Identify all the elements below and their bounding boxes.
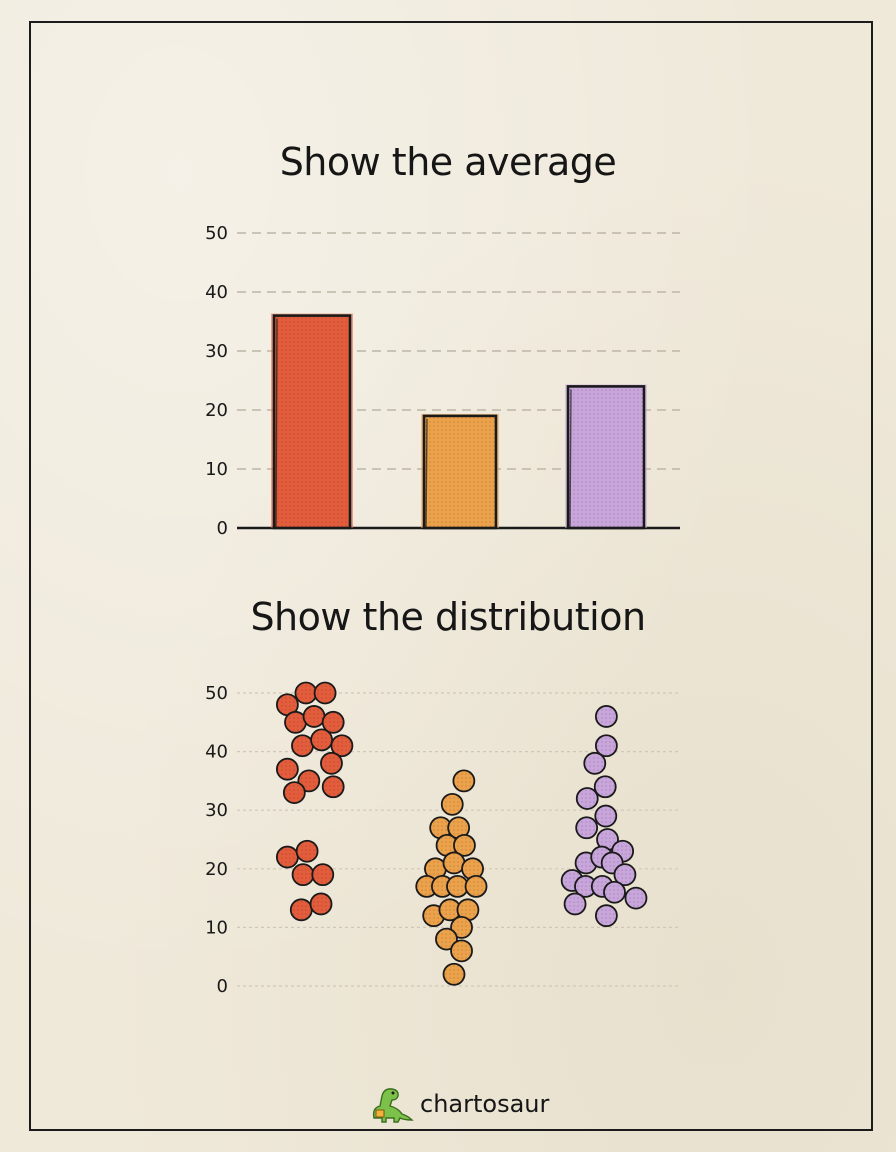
bar-y-tick-label: 0	[217, 518, 228, 539]
dot-point-texture	[323, 777, 343, 797]
bar-chart: 0 10 20 30 40 50	[205, 223, 680, 539]
dot-point-texture	[436, 929, 456, 949]
dot-y-tick-label: 20	[205, 859, 228, 880]
dot-point-texture	[598, 830, 618, 849]
dot-point-texture	[615, 865, 635, 885]
bar-y-tick-label: 40	[205, 282, 228, 303]
dot-point-texture	[417, 876, 437, 896]
dot-point-texture	[321, 753, 341, 773]
dot-point-texture	[449, 818, 469, 838]
bar-chart-title: Show the average	[279, 140, 617, 184]
dinosaur-icon	[372, 1088, 414, 1123]
dot-point-texture	[466, 876, 486, 896]
dot-point-texture	[299, 771, 319, 791]
dot-point-texture	[442, 794, 462, 814]
dot-point-texture	[576, 876, 595, 896]
bar-y-tick-label: 10	[205, 459, 228, 480]
dot-point-texture	[585, 753, 605, 773]
dot-point-texture	[277, 759, 297, 779]
dot-y-tick-label: 40	[205, 742, 228, 763]
dot-point-texture	[312, 730, 332, 750]
dot-point-texture	[293, 865, 313, 885]
dot-point-texture	[311, 894, 331, 914]
dot-point-texture	[626, 888, 646, 908]
bar-sketch-line	[569, 389, 572, 529]
dot-point-texture	[596, 736, 616, 756]
dot-point-texture	[596, 906, 616, 926]
bar-texture	[568, 386, 644, 528]
dot-point-texture	[565, 894, 585, 914]
dot-point-texture	[605, 882, 624, 902]
dot-point-texture	[296, 683, 316, 703]
dot-point-texture	[452, 941, 472, 961]
dot-chart-title: Show the distribution	[250, 595, 646, 639]
dot-y-tick-label: 30	[205, 800, 228, 821]
dot-point-texture	[596, 806, 616, 826]
dot-point-texture	[424, 906, 444, 926]
bar-y-tick-label: 50	[205, 223, 228, 244]
dot-point-texture	[313, 865, 333, 885]
dot-point-texture	[577, 788, 597, 808]
dot-point-texture	[277, 695, 297, 715]
dot-point-texture	[447, 876, 467, 896]
dot-point-texture	[332, 736, 352, 756]
bar-texture	[274, 315, 350, 528]
dot-point-texture	[291, 900, 311, 920]
dot-point-texture	[286, 712, 305, 732]
dot-y-tick-label: 50	[205, 683, 228, 704]
dot-point-texture	[577, 818, 597, 838]
dot-point-texture	[595, 777, 615, 797]
dot-point-texture	[437, 835, 457, 855]
dot-point-texture	[452, 917, 472, 937]
dot-point-texture	[323, 712, 343, 732]
dot-y-tick-label: 10	[205, 917, 228, 938]
dot-point-texture	[458, 900, 478, 920]
frame-border	[29, 21, 873, 1131]
dot-point-texture	[425, 859, 445, 879]
brand-name: chartosaur	[420, 1090, 550, 1118]
dot-point-texture	[304, 706, 324, 726]
dot-point-texture	[440, 900, 460, 920]
dot-point-texture	[454, 835, 474, 855]
dot-point-texture	[292, 736, 312, 756]
bar-y-tick-label: 20	[205, 400, 228, 421]
dot-point-texture	[454, 771, 474, 791]
dot-point-texture	[596, 706, 616, 726]
dot-point-texture	[297, 841, 317, 861]
bar-y-tick-label: 30	[205, 341, 228, 362]
dot-point-texture	[284, 783, 304, 803]
dot-point-texture	[444, 853, 464, 873]
brand: chartosaur	[368, 1084, 549, 1124]
dot-point-texture	[431, 818, 451, 838]
bar-sketch-line	[275, 318, 278, 529]
dot-chart: 0 10 20 30 40 50	[205, 681, 680, 997]
dot-point-texture	[277, 847, 297, 867]
dot-y-tick-label: 0	[217, 976, 228, 997]
bar-sketch-line	[425, 418, 428, 529]
bar-texture	[424, 415, 496, 528]
dot-point-texture	[315, 683, 335, 703]
dot-point-texture	[463, 859, 483, 879]
dot-point-texture	[444, 964, 464, 984]
